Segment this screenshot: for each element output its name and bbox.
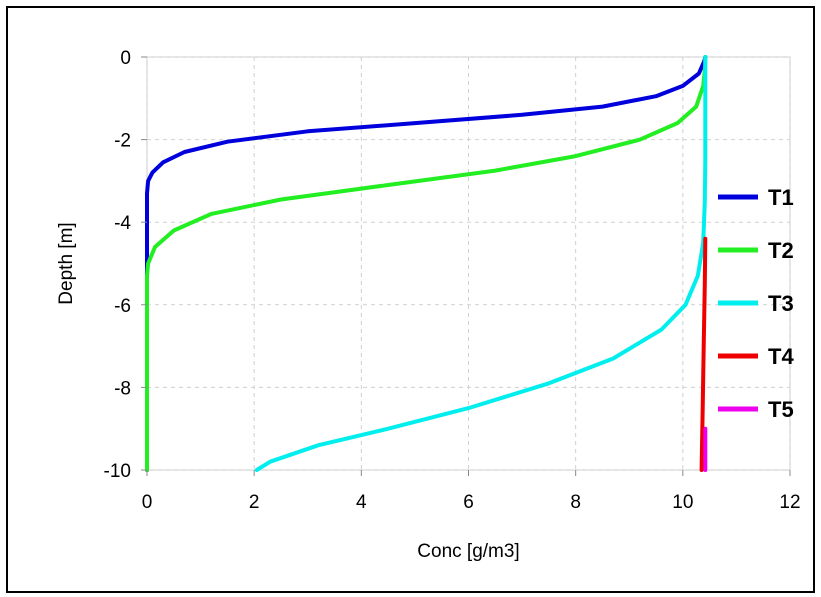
- y-tick-label: -6: [114, 296, 131, 317]
- x-tick-label: 8: [570, 492, 581, 513]
- series-line-t2: [145, 55, 708, 472]
- y-tick-label: 0: [120, 48, 131, 69]
- series-line-t1: [145, 55, 708, 472]
- series-line-t3: [254, 55, 708, 472]
- y-tick-label: -2: [114, 131, 131, 152]
- y-tick-label: -4: [114, 213, 131, 234]
- y-tick-label: -10: [104, 461, 131, 482]
- legend-label-t1: T1: [768, 185, 794, 210]
- legend-label-t3: T3: [768, 291, 794, 316]
- legend-label-t5: T5: [768, 397, 794, 422]
- y-tick-label: -8: [114, 378, 131, 399]
- legend: T1 T2 T3 T4 T5: [718, 185, 794, 422]
- x-tick-label: 6: [463, 492, 474, 513]
- series-line-t4: [699, 236, 708, 472]
- x-tick-label: 0: [142, 492, 153, 513]
- y-axis-label: Depth [m]: [56, 222, 77, 304]
- x-tick-label: 10: [672, 492, 693, 513]
- x-tick-label: 12: [779, 492, 800, 513]
- x-tick-label: 4: [356, 492, 367, 513]
- legend-label-t4: T4: [768, 344, 794, 369]
- legend-label-t2: T2: [768, 238, 794, 263]
- x-axis-label: Conc [g/m3]: [417, 541, 519, 562]
- x-tick-label: 2: [249, 492, 260, 513]
- chart-frame: [6, 6, 815, 593]
